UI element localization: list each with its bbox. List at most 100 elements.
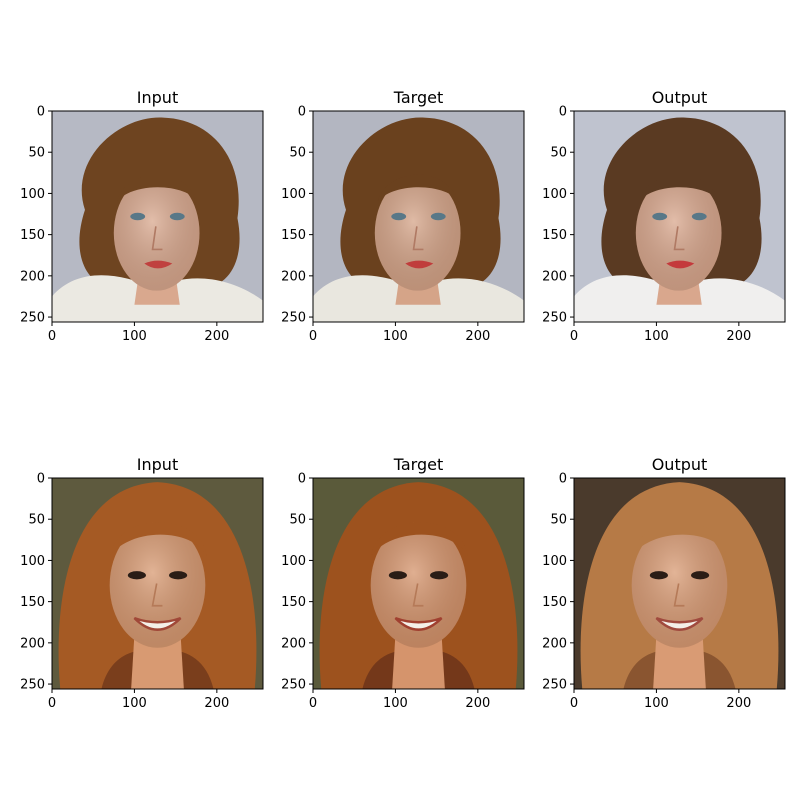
x-tick-label: 200 [204,696,229,711]
face-shading [370,522,467,648]
neck [653,634,706,689]
nose [412,583,424,607]
x-tick-label: 0 [570,329,578,344]
panel-target: Target 0 100 200 0 50 100 150 200 250 [281,455,525,711]
panel-title: Target [393,88,444,107]
photo [52,111,263,322]
nose [151,583,163,607]
y-tick-label: 100 [542,187,567,202]
lips [144,260,173,269]
fringe [638,174,721,204]
fringe [116,174,199,204]
y-tick-label: 150 [542,228,567,243]
y-tick-label: 150 [542,595,567,610]
y-tick-label: 0 [298,472,306,487]
nose [673,583,685,607]
axes-frame [312,110,525,323]
right-eye [430,212,446,221]
y-tick-label: 250 [542,678,567,693]
panel-title: Target [393,455,444,474]
photo [313,478,524,689]
photo [52,478,263,689]
panel-output: Output 0 100 200 0 50 100 150 200 250 [542,455,786,711]
y-tick-label: 200 [542,636,567,651]
y-tick-label: 100 [542,554,567,569]
y-tick-label: 200 [281,636,306,651]
left-eye [127,571,146,580]
x-tick-label: 0 [48,696,56,711]
y-tick-label: 200 [281,269,306,284]
right-eye [169,212,185,221]
left-eye [130,212,146,221]
hairline [631,522,729,557]
x-tick-label: 200 [465,696,490,711]
left-eye [388,571,407,580]
face-shading [374,175,461,291]
y-tick-label: 50 [28,146,45,161]
right-eye [691,571,710,580]
y-tick-label: 0 [37,472,45,487]
x-tick-label: 200 [204,329,229,344]
x-tick-label: 200 [726,696,751,711]
y-tick-label: 0 [298,105,306,120]
right-eye [430,571,449,580]
smile [133,616,182,631]
y-tick-label: 150 [20,595,45,610]
x-tick-label: 200 [726,329,751,344]
y-tick-label: 100 [281,187,306,202]
lips [405,260,434,269]
nose [412,226,424,251]
hairline [370,522,468,557]
right-eye [169,571,188,580]
y-tick-label: 100 [20,554,45,569]
x-tick-label: 0 [309,329,317,344]
axes-frame [51,110,264,323]
y-tick-label: 50 [289,146,306,161]
right-eye [691,212,707,221]
y-tick-label: 250 [281,678,306,693]
fringe [377,174,460,204]
y-tick-label: 50 [550,513,567,528]
y-tick-label: 200 [20,636,45,651]
y-tick-label: 100 [281,554,306,569]
panel-title: Output [652,455,708,474]
x-tick-label: 0 [48,329,56,344]
x-tick-label: 0 [309,696,317,711]
panel-input: Input 0 100 200 0 50 100 150 200 250 [20,88,264,344]
photo [574,478,785,689]
y-tick-label: 250 [281,311,306,326]
y-tick-label: 250 [20,311,45,326]
neck [131,634,184,689]
left-eye [652,212,668,221]
lips [666,260,695,269]
photo [574,111,785,322]
photo [313,111,524,322]
y-tick-label: 50 [550,146,567,161]
face-shading [635,175,722,291]
smile [394,616,443,631]
y-tick-label: 200 [20,269,45,284]
panel-input: Input 0 100 200 0 50 100 150 200 250 [20,455,264,711]
x-tick-label: 100 [122,696,147,711]
y-tick-label: 200 [542,269,567,284]
y-tick-label: 150 [20,228,45,243]
y-tick-label: 0 [37,105,45,120]
x-tick-label: 200 [465,329,490,344]
smile [655,616,704,631]
y-tick-label: 150 [281,595,306,610]
face-shading [109,522,206,648]
panel-output: Output 0 100 200 0 50 100 150 200 250 [542,88,786,344]
face-shading [113,175,200,291]
y-tick-label: 50 [289,513,306,528]
nose [151,226,163,251]
y-tick-label: 150 [281,228,306,243]
panel-target: Target 0 100 200 0 50 100 150 200 250 [281,88,525,344]
y-tick-label: 250 [542,311,567,326]
left-eye [391,212,407,221]
axes-frame [312,477,525,690]
panel-title: Input [137,455,178,474]
y-tick-label: 250 [20,678,45,693]
neck [392,634,445,689]
x-tick-label: 100 [644,696,669,711]
